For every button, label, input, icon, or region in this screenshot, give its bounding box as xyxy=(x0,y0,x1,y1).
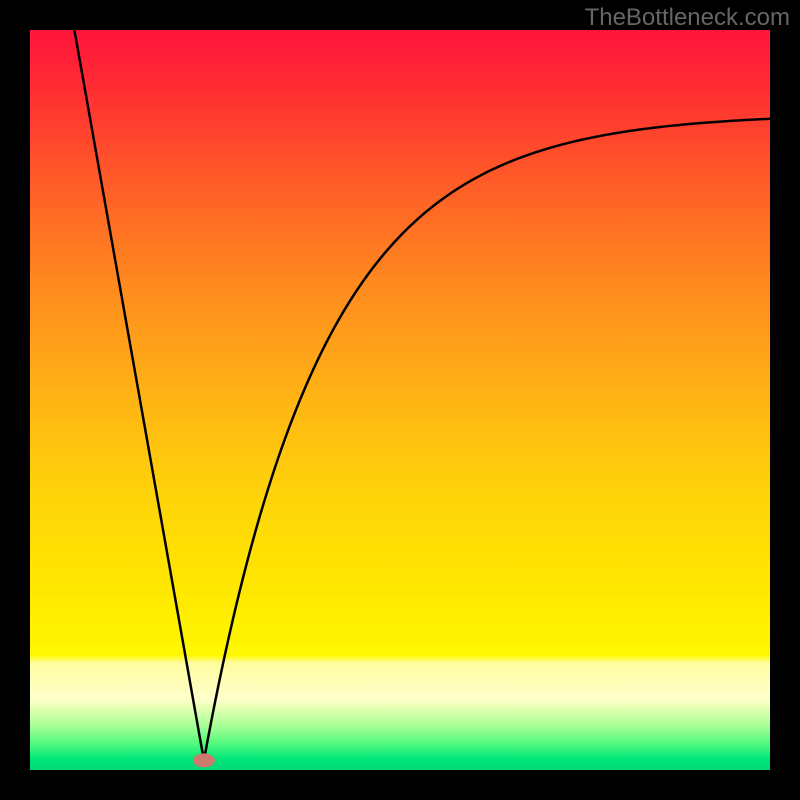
min-marker xyxy=(193,753,215,767)
chart-frame: TheBottleneck.com xyxy=(0,0,800,800)
plot-area xyxy=(30,30,770,770)
watermark-text: TheBottleneck.com xyxy=(585,4,790,32)
